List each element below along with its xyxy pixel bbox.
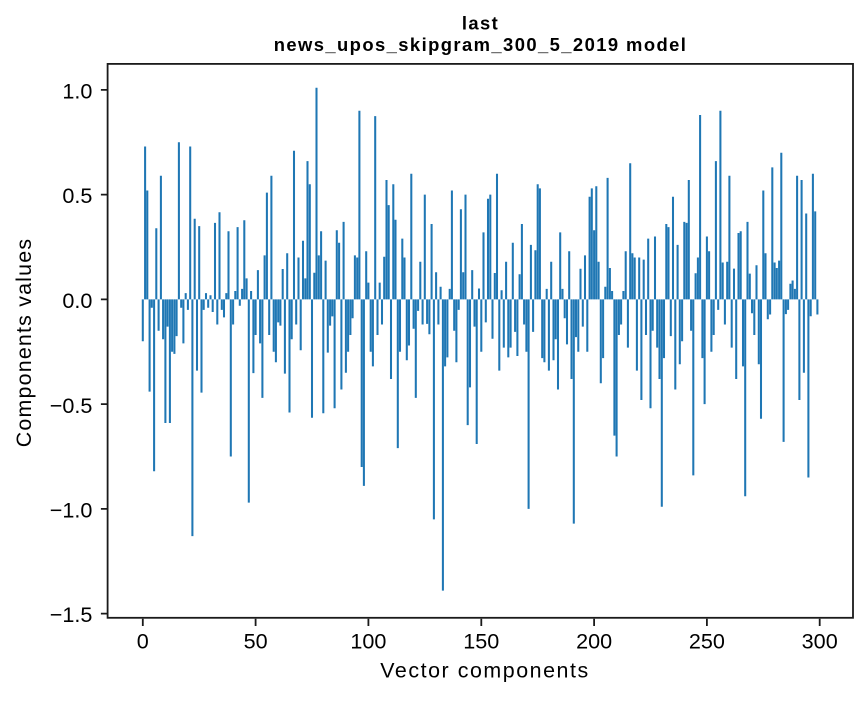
svg-text:100: 100 — [350, 628, 386, 653]
svg-text:0: 0 — [137, 628, 149, 653]
svg-text:last: last — [462, 12, 499, 33]
svg-text:−1.5: −1.5 — [50, 602, 93, 627]
svg-text:50: 50 — [244, 628, 268, 653]
svg-text:Vector components: Vector components — [380, 659, 589, 683]
svg-text:−1.0: −1.0 — [50, 498, 93, 523]
svg-text:1.0: 1.0 — [62, 79, 92, 104]
svg-text:news_upos_skipgram_300_5_2019: news_upos_skipgram_300_5_2019 model — [274, 34, 688, 55]
svg-text:150: 150 — [463, 628, 499, 653]
svg-text:0.0: 0.0 — [62, 288, 92, 313]
svg-text:Components values: Components values — [12, 238, 36, 447]
svg-text:200: 200 — [576, 628, 612, 653]
svg-text:300: 300 — [802, 628, 838, 653]
svg-text:0.5: 0.5 — [62, 183, 92, 208]
svg-text:250: 250 — [689, 628, 725, 653]
svg-text:−0.5: −0.5 — [50, 393, 93, 418]
